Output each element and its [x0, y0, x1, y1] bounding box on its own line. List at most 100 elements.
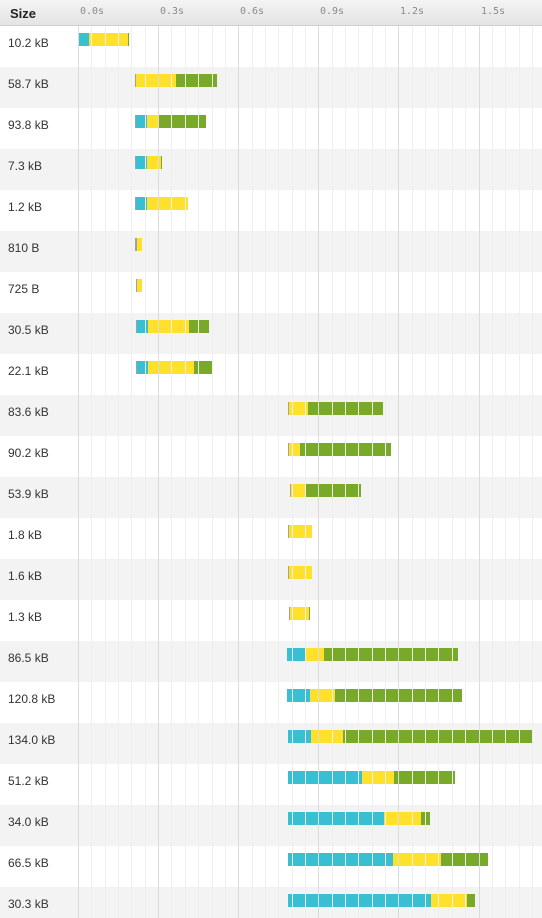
timing-bar[interactable] [287, 525, 313, 538]
timing-bar[interactable] [287, 402, 384, 415]
gridline-minor [91, 26, 92, 918]
timing-bar[interactable] [286, 689, 463, 702]
timing-bar[interactable] [135, 156, 163, 169]
timing-bar[interactable] [289, 484, 361, 497]
request-row[interactable]: 86.5 kB [0, 641, 542, 682]
timing-receiving-segment [189, 320, 210, 333]
timing-bar[interactable] [136, 361, 214, 374]
gridline-minor [105, 26, 106, 918]
timing-bar[interactable] [287, 812, 431, 825]
timing-first-byte-segment [288, 566, 313, 579]
timing-waiting-segment [286, 648, 305, 661]
request-size: 34.0 kB [8, 815, 49, 829]
timing-bar[interactable] [287, 443, 391, 456]
request-row[interactable]: 66.5 kB [0, 846, 542, 887]
gridline-minor [385, 26, 386, 918]
request-size: 1.8 kB [8, 528, 43, 542]
gridline-minor [345, 26, 346, 918]
timing-blocked-segment [287, 402, 289, 415]
timing-blocked-segment [287, 443, 289, 456]
timing-blocked-segment [288, 607, 290, 620]
request-row[interactable]: 725 B [0, 272, 542, 313]
timing-receiving-segment [324, 648, 458, 661]
gridline-minor [305, 26, 306, 918]
request-row[interactable]: 10.2 kB [0, 26, 542, 67]
request-size: 22.1 kB [8, 364, 49, 378]
timing-bar[interactable] [135, 115, 206, 128]
gridline-minor [465, 26, 466, 918]
gridline-minor [332, 26, 333, 918]
timing-receiving-segment [161, 156, 163, 169]
timing-waiting-segment [137, 361, 149, 374]
timing-bar[interactable] [135, 238, 143, 251]
request-row[interactable]: 34.0 kB [0, 805, 542, 846]
timing-bar[interactable] [287, 566, 313, 579]
request-row[interactable]: 134.0 kB [0, 723, 542, 764]
gridline-minor [145, 26, 146, 918]
gridline-minor [198, 26, 199, 918]
timing-first-byte-segment [383, 812, 422, 825]
request-size: 30.3 kB [8, 897, 49, 911]
gridline-minor [265, 26, 266, 918]
request-row[interactable]: 30.5 kB [0, 313, 542, 354]
size-column-header[interactable]: Size [10, 6, 37, 21]
timing-first-byte-segment [147, 156, 162, 169]
timing-waiting-segment [287, 812, 384, 825]
timing-blocked-segment [289, 484, 291, 497]
table-header: Size 0.0s 0.3s 0.6s 0.9s 1.2s 1.5s [0, 0, 542, 26]
timing-bar[interactable] [135, 197, 188, 210]
request-size: 10.2 kB [8, 36, 49, 50]
request-row[interactable]: 58.7 kB [0, 67, 542, 108]
tick-label: 1.5s [481, 6, 506, 17]
gridline-minor [412, 26, 413, 918]
request-size: 120.8 kB [8, 692, 56, 706]
timing-first-byte-segment [289, 607, 309, 620]
timing-bar[interactable] [78, 33, 129, 46]
request-row[interactable]: 83.6 kB [0, 395, 542, 436]
timing-receiving-segment [175, 74, 217, 87]
request-size: 1.6 kB [8, 569, 43, 583]
gridline-minor [131, 26, 132, 918]
request-row[interactable]: 90.2 kB [0, 436, 542, 477]
request-size: 1.3 kB [8, 610, 43, 624]
request-size: 86.5 kB [8, 651, 49, 665]
gridline-minor [171, 26, 172, 918]
request-row[interactable]: 7.3 kB [0, 149, 542, 190]
request-row[interactable]: 22.1 kB [0, 354, 542, 395]
timing-waiting-segment [137, 320, 149, 333]
gridline-minor [505, 26, 506, 918]
request-row[interactable]: 1.2 kB [0, 190, 542, 231]
timing-receiving-segment [306, 484, 361, 497]
request-row[interactable]: 1.8 kB [0, 518, 542, 559]
request-row[interactable]: 93.8 kB [0, 108, 542, 149]
timing-bar[interactable] [287, 771, 455, 784]
timing-bar[interactable] [287, 730, 533, 743]
request-size: 30.5 kB [8, 323, 49, 337]
timing-bar[interactable] [288, 607, 310, 620]
timing-bar[interactable] [135, 74, 217, 87]
request-size: 53.9 kB [8, 487, 49, 501]
request-row[interactable]: 120.8 kB [0, 682, 542, 723]
gridline-minor [212, 26, 213, 918]
gridline-minor [118, 26, 119, 918]
timing-bar[interactable] [136, 279, 143, 292]
tick-label: 0.0s [80, 6, 105, 17]
gridline-major [158, 26, 159, 918]
request-row[interactable]: 30.3 kB [0, 887, 542, 918]
timing-receiving-segment [158, 115, 206, 128]
request-row[interactable]: 1.6 kB [0, 559, 542, 600]
timing-first-byte-segment [288, 402, 309, 415]
request-row[interactable]: 810 B [0, 231, 542, 272]
request-size: 83.6 kB [8, 405, 49, 419]
timing-blocked-segment [135, 197, 137, 210]
request-row[interactable]: 1.3 kB [0, 600, 542, 641]
gridline-minor [185, 26, 186, 918]
timing-waiting-segment [287, 894, 432, 907]
gridline-minor [519, 26, 520, 918]
request-row[interactable]: 53.9 kB [0, 477, 542, 518]
timing-blocked-segment [135, 74, 137, 87]
timing-bar[interactable] [287, 894, 475, 907]
timing-bar[interactable] [286, 648, 458, 661]
request-size: 1.2 kB [8, 200, 43, 214]
request-row[interactable]: 51.2 kB [0, 764, 542, 805]
